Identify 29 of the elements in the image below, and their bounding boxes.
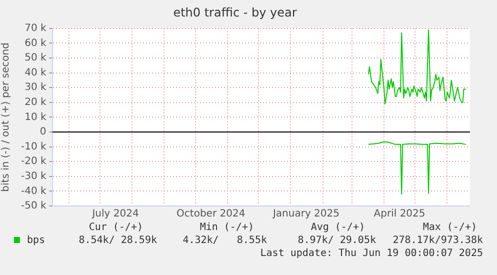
y-tick-label: 0 xyxy=(40,126,46,138)
y-tick-label: -20 k xyxy=(20,156,46,168)
y-tick-label: 50 k xyxy=(24,52,47,64)
y-tick-label: -30 k xyxy=(20,170,46,182)
x-tick-label: April 2025 xyxy=(374,208,426,220)
text: 278.17k/973.38k xyxy=(392,235,483,246)
x-tick-label: October 2024 xyxy=(176,208,246,220)
x-tick-label: July 2024 xyxy=(91,208,139,220)
text: Min (-/+) xyxy=(198,222,254,233)
y-tick-label: -40 k xyxy=(20,186,46,197)
text: 4.32k/ 8.55k xyxy=(182,235,267,246)
y-tick-label: -50 k xyxy=(20,200,46,212)
text: 8.97k/ 29.05k xyxy=(296,235,376,246)
text: 8.54k/ 28.59k xyxy=(78,235,157,246)
y-axis-title: bits in (-) / out (+) per second xyxy=(0,42,12,192)
x-tick-label: January 2025 xyxy=(272,208,340,220)
y-tick-label: 60 k xyxy=(24,38,47,49)
text: Max (-/+) xyxy=(422,222,477,233)
text: Cur (-/+) xyxy=(88,222,143,233)
text: Avg (-/+) xyxy=(310,222,365,233)
legend-label: bps xyxy=(27,235,46,246)
text: Last update: Thu Jun 19 00:00:07 2025 xyxy=(259,248,483,259)
y-tick-label: 10 k xyxy=(24,112,47,123)
y-tick-label: 70 k xyxy=(24,22,47,34)
y-tick-label: 30 k xyxy=(24,82,47,94)
y-tick-label: 20 k xyxy=(24,96,47,108)
y-tick-label: -10 k xyxy=(20,141,46,152)
chart-title: eth0 traffic - by year xyxy=(173,5,297,20)
y-tick-label: 40 k xyxy=(24,67,47,78)
